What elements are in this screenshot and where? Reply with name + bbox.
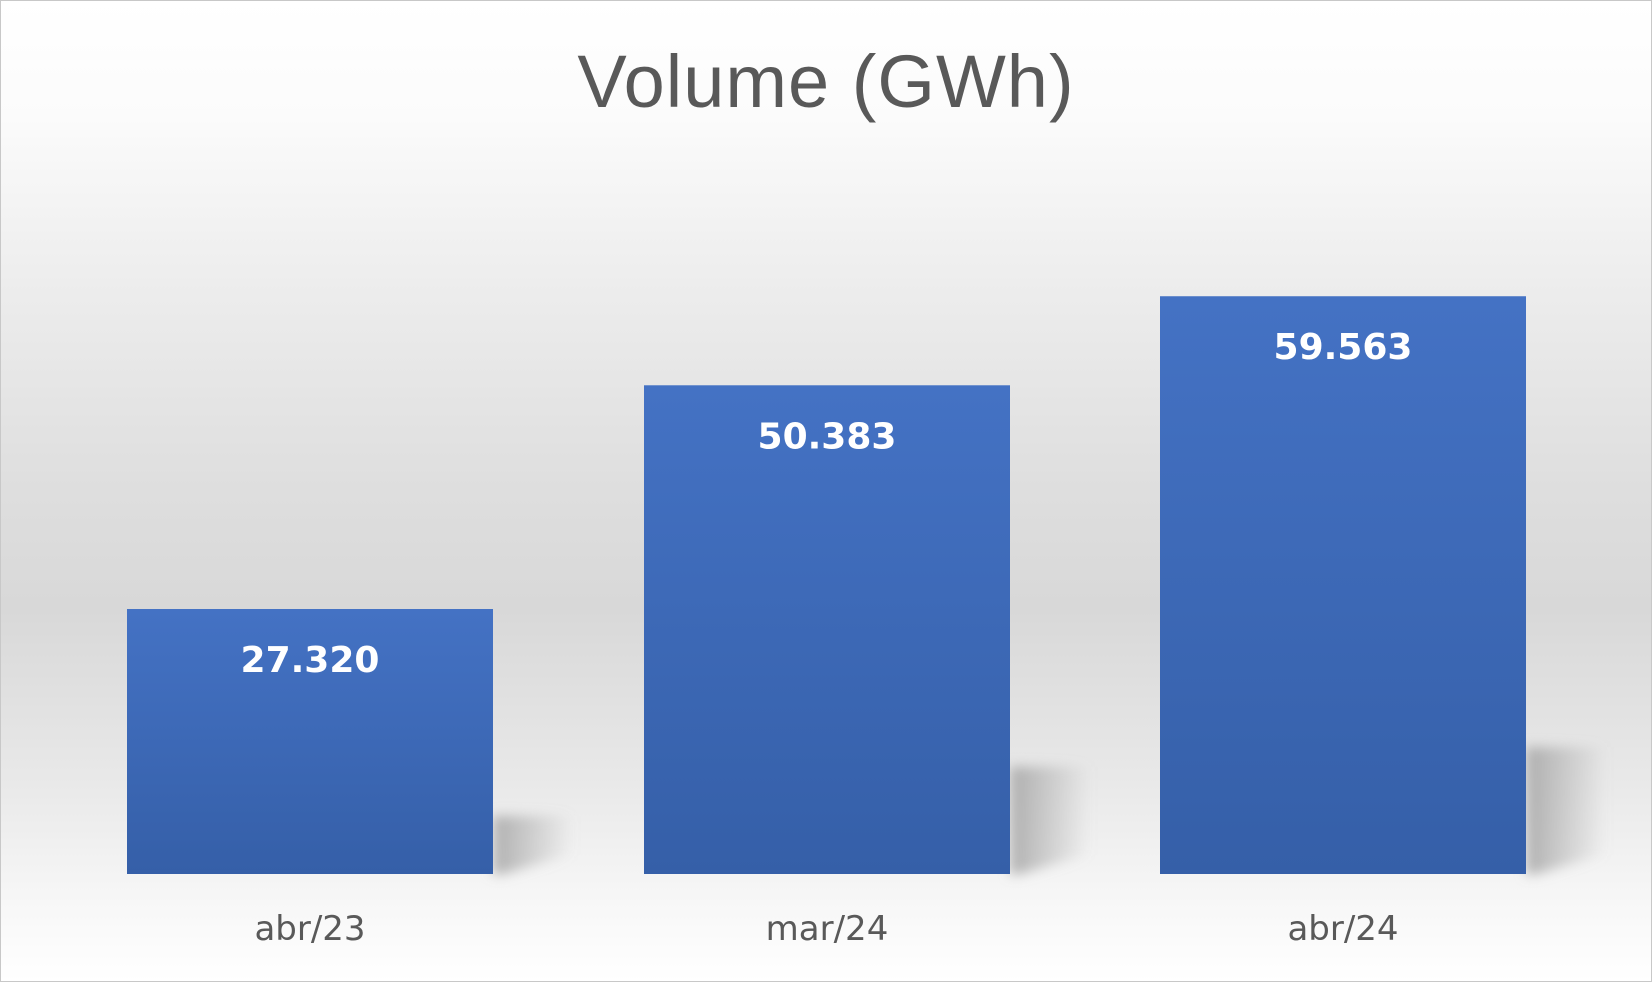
bar-abr-23[interactable] [127,608,493,874]
category-tick-label: abr/24 [1287,909,1398,949]
bar-value-label: 50.383 [758,416,897,457]
bar-abr-24[interactable] [1160,296,1526,874]
category-labels-group: abr/23 mar/24 abr/24 [254,909,1398,949]
bar-mar-24[interactable] [644,385,1010,874]
bar-shadows [493,746,1606,874]
bars-group [127,296,1526,874]
bar-shadow [1010,766,1090,874]
category-tick-label: mar/24 [766,909,889,949]
category-tick-label: abr/23 [254,909,365,949]
bar-value-label: 27.320 [241,640,380,681]
bar-shadow [1526,746,1606,874]
chart-title: Volume (GWh) [577,40,1075,123]
bar-shadow [493,815,573,874]
bar-value-label: 59.563 [1274,327,1413,368]
value-labels-group: 27.320 50.383 59.563 [241,327,1413,681]
